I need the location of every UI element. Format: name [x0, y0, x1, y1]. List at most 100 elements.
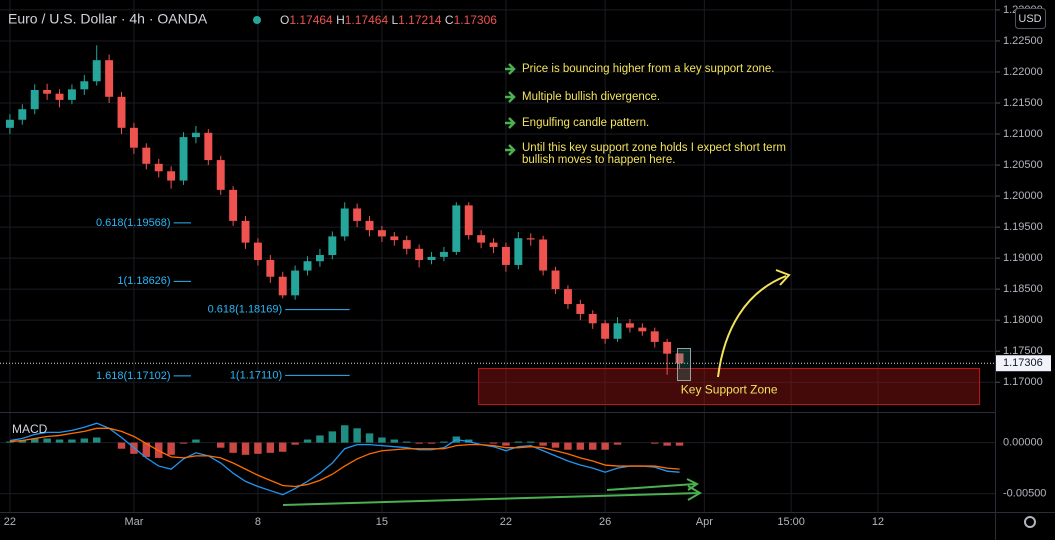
- note-text: Until this key support zone holds I expe…: [522, 142, 786, 154]
- x-tick-label: 15: [376, 516, 388, 528]
- candle-body: [452, 205, 461, 252]
- macd-histogram-bar: [601, 442, 609, 450]
- fib-label: 1(1.18626): [117, 275, 170, 287]
- candle-body: [489, 242, 498, 247]
- macd-histogram-bar: [179, 442, 188, 444]
- y-tick-label: 1.21500: [1003, 97, 1043, 109]
- candle-body: [675, 353, 684, 364]
- macd-histogram-bar: [378, 437, 386, 443]
- support-zone: [478, 368, 981, 406]
- candle-body: [253, 242, 262, 260]
- last-price-box: [996, 355, 1051, 372]
- candle-body: [179, 137, 188, 181]
- x-tick-label: Apr: [696, 516, 713, 528]
- candle-body: [650, 331, 659, 342]
- candle-body: [402, 240, 411, 249]
- candle-body: [526, 238, 535, 240]
- y-tick-label: 1.18500: [1003, 283, 1043, 295]
- ohlc-value: 1.17464: [289, 13, 333, 27]
- x-tick-label: Mar: [124, 516, 143, 528]
- macd-histogram-bar: [43, 438, 51, 443]
- note-text: Multiple bullish divergence.: [522, 91, 660, 103]
- marks-layer: [5, 45, 684, 496]
- candle-body: [563, 289, 572, 305]
- candle-body: [43, 89, 52, 94]
- macd-histogram-bar: [55, 439, 64, 443]
- fib-label: 0.618(1.18169): [208, 304, 283, 316]
- y-tick-label: 1.18000: [1003, 314, 1043, 326]
- note-icon: [505, 91, 516, 103]
- candle-body: [278, 276, 287, 296]
- currency-label[interactable]: USD: [1018, 13, 1041, 25]
- ohlc-label: H: [336, 13, 345, 27]
- candle-body: [167, 171, 176, 181]
- y-tick-label: 1.20000: [1003, 190, 1043, 202]
- macd-histogram-bar: [31, 438, 39, 443]
- macd-histogram-bar: [229, 442, 237, 453]
- candle-body: [191, 132, 200, 138]
- candle-body: [439, 251, 448, 257]
- macd-histogram-bar: [291, 442, 299, 445]
- candle-body: [514, 238, 523, 265]
- candle-body: [67, 89, 76, 100]
- macd-histogram-bar: [316, 435, 324, 443]
- macd-line: [9, 427, 680, 488]
- y-tick-label: 1.17000: [1003, 376, 1043, 388]
- support-zone-label: Key Support Zone: [681, 383, 778, 397]
- note-text: Price is bouncing higher from a key supp…: [522, 63, 775, 75]
- candle-body: [129, 127, 138, 148]
- notes: Price is bouncing higher from a key supp…: [505, 63, 786, 166]
- y-tick-label: 1.21000: [1003, 128, 1043, 140]
- macd-histogram-bar: [192, 439, 200, 443]
- candle-body: [638, 327, 647, 332]
- candle-body: [117, 96, 126, 128]
- candle-body: [464, 205, 473, 236]
- candle-body: [477, 235, 486, 243]
- macd-histogram-bar: [539, 442, 547, 446]
- y-tick-label: 0.00000: [1003, 437, 1043, 449]
- fib-label: 0.618(1.19568): [96, 217, 171, 229]
- ohlc-value: 1.17306: [454, 13, 498, 27]
- divergence-line: [606, 483, 696, 491]
- macd-histogram-bar: [427, 442, 436, 444]
- y-tick-label: -0.00500: [1003, 488, 1046, 500]
- macd-histogram-bar: [651, 442, 659, 444]
- currency-button[interactable]: [1015, 8, 1046, 29]
- macd-histogram-bar: [365, 433, 374, 443]
- y-tick-label: 1.22500: [1003, 35, 1043, 47]
- macd-histogram-bar: [415, 442, 423, 444]
- fib-label: 1(1.17110): [230, 369, 282, 381]
- divergence-arrow-head: [686, 478, 702, 501]
- ohlc-label: L: [391, 13, 398, 27]
- macd-histogram-bar: [527, 441, 535, 443]
- ohlc-label: O: [280, 13, 289, 27]
- ohlc-readout: O1.17464 H1.17464 L1.17214 C1.17306: [280, 13, 497, 27]
- candle-body: [216, 160, 225, 190]
- candle-body: [266, 259, 275, 277]
- candle-body: [427, 256, 436, 260]
- note-text: Engulfing candle pattern.: [522, 117, 649, 129]
- macd-histogram-bar: [6, 441, 14, 443]
- candle-body: [5, 119, 14, 128]
- candle-body: [30, 89, 39, 110]
- indicator-title: MACD: [12, 422, 48, 436]
- candle-body: [663, 341, 672, 354]
- candle-body: [328, 236, 337, 256]
- macd-histogram-bar: [403, 441, 411, 443]
- macd-histogram-bar: [68, 439, 76, 443]
- candle-body: [291, 270, 300, 296]
- projection-arrow-head: [775, 269, 791, 286]
- y-tick-label: 1.19500: [1003, 221, 1043, 233]
- macd-histogram-bar: [589, 442, 597, 450]
- macd-histogram-bar: [266, 442, 275, 453]
- candle-body: [539, 239, 548, 271]
- macd-histogram-bar: [279, 442, 287, 452]
- x-tick-label: 22: [500, 516, 512, 528]
- projection-arrow: [717, 275, 787, 378]
- candle-body: [18, 109, 27, 120]
- ohlc-value: 1.17214: [398, 13, 442, 27]
- candle-body: [415, 248, 424, 260]
- candle-body: [154, 163, 163, 172]
- macd-histogram-bar: [217, 442, 225, 448]
- settings-icon[interactable]: [1024, 516, 1036, 528]
